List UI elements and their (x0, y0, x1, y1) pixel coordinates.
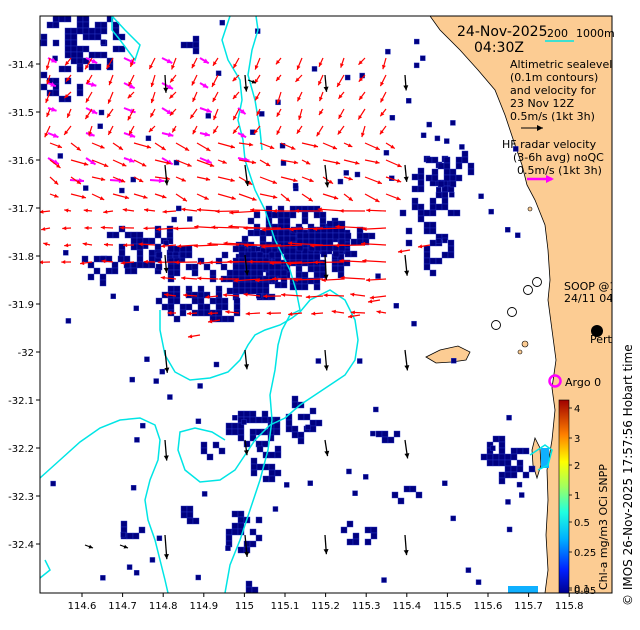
svg-text:and velocity for: and velocity for (510, 84, 596, 97)
lat-tick-label: -32 (18, 348, 34, 359)
colorbar-label: Chl-a mg/m3 OCi SNPP (597, 464, 610, 590)
lon-tick-label: 114.9 (189, 601, 218, 612)
lat-tick-label: -32.3 (8, 492, 34, 503)
lon-tick-label: 115 (235, 601, 254, 612)
perth-marker (591, 325, 603, 337)
colorbar-tick-label: 0.5 (574, 518, 590, 529)
lat-tick-label: -31.4 (8, 60, 34, 71)
soop-velocity-arrows (84, 74, 410, 560)
svg-text:(0.1m contours): (0.1m contours) (510, 71, 598, 84)
bathymetry-legend-200: 200 (547, 27, 568, 40)
lon-tick-label: 115.8 (555, 601, 584, 612)
hf-radar-note: HF radar velocity (3-6h avg) noQC 0.5m/s… (502, 138, 604, 183)
svg-text:0.5m/s (1kt 3h): 0.5m/s (1kt 3h) (510, 110, 595, 123)
lat-tick-label: -32.1 (8, 396, 34, 407)
colorbar (558, 399, 570, 594)
svg-text:23 Nov 12Z: 23 Nov 12Z (510, 97, 574, 110)
soop-note-line-1: SOOP @1h to (564, 280, 638, 293)
lon-tick-label: 115.3 (352, 601, 381, 612)
colorbar-tick-label: 4 (574, 404, 580, 415)
bathymetry-legend-1000: 1000m (576, 27, 615, 40)
lon-tick-label: 114.7 (108, 601, 137, 612)
rottnest-island (425, 345, 471, 364)
credit-text: © IMOS 26-Nov-2025 17:57:56 Hobart time (621, 344, 635, 606)
lon-tick-label: 114.6 (68, 601, 97, 612)
lat-tick-label: -32.4 (8, 540, 34, 551)
lon-tick-label: 115.5 (433, 601, 462, 612)
colorbar-tick-label: 0.1 (574, 584, 590, 595)
hf-radar-velocity-arrows (40, 57, 431, 339)
lon-tick-label: 115.6 (474, 601, 503, 612)
map-date: 24-Nov-2025 (457, 24, 548, 40)
colorbar-tick-label: 0.05 (574, 586, 596, 597)
longitude-axis: 114.6 114.7 114.8 114.9 115 115.1 115.2 115.3 11… (68, 593, 584, 612)
latitude-axis: -31.4 -31.5 -31.6 -31.7 -31.8 -31.9 -32 -32.1 -3… (8, 60, 40, 551)
soop-markers (491, 277, 542, 330)
lat-tick-label: -31.8 (8, 252, 34, 263)
altimetry-note: Altimetric sealevel (0.1m contours) and … (510, 58, 612, 131)
lon-tick-label: 115.1 (271, 601, 300, 612)
colorbar-tick-label: 2 (574, 461, 580, 472)
argo-marker (548, 374, 562, 388)
colorbar-tick-label: 0.25 (574, 548, 596, 559)
svg-text:(3-6h avg) noQC: (3-6h avg) noQC (513, 151, 604, 164)
lat-tick-label: -32.2 (8, 444, 34, 455)
colorbar-tick-label: 3 (574, 434, 580, 445)
soop-note-line-2: 24/11 04Z (564, 292, 621, 305)
colorbar-tick-label: 1 (574, 491, 580, 502)
svg-text:HF radar velocity: HF radar velocity (502, 138, 597, 151)
city-label: Perth (590, 333, 619, 346)
lat-tick-label: -31.9 (8, 300, 34, 311)
lon-tick-label: 115.4 (392, 601, 421, 612)
lat-tick-label: -31.6 (8, 156, 34, 167)
colorbar-ticks: 4 3 2 1 0.5 0.25 0.10.05 (569, 404, 596, 597)
argo-label: Argo 0 (565, 376, 601, 389)
svg-text:0.5m/s (1kt 3h): 0.5m/s (1kt 3h) (517, 164, 602, 177)
svg-text:Altimetric sealevel: Altimetric sealevel (510, 58, 612, 71)
lat-tick-label: -31.5 (8, 108, 34, 119)
lon-tick-label: 115.7 (514, 601, 543, 612)
map-time: 04:30Z (474, 40, 524, 56)
lat-tick-label: -31.7 (8, 204, 34, 215)
lon-tick-label: 115.2 (311, 601, 340, 612)
lon-tick-label: 114.8 (149, 601, 178, 612)
